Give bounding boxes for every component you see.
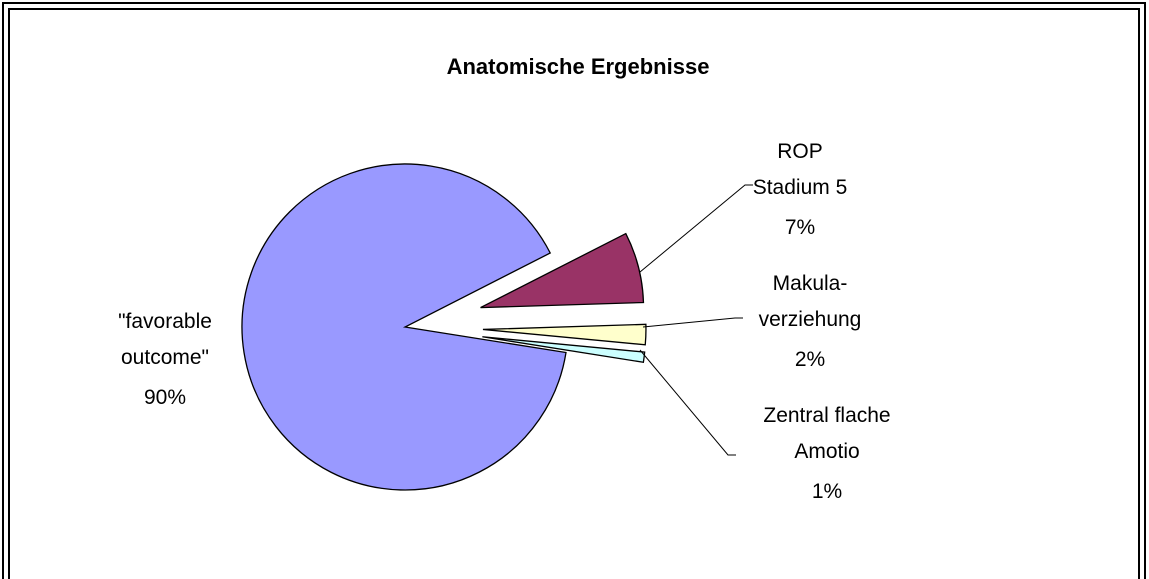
label-line: Amotio xyxy=(794,440,859,463)
slice-label: Makula-verziehung 2% xyxy=(759,272,862,371)
inner-frame xyxy=(8,8,1140,579)
label-line: "favorable xyxy=(118,310,212,333)
pie-slice xyxy=(480,232,645,309)
value-label: 1% xyxy=(812,480,842,503)
slice-label: "favorable outcome" 90% xyxy=(118,310,212,409)
label-line: Zentral flache xyxy=(763,404,890,427)
value-label: 7% xyxy=(785,216,815,239)
slice-label: Zentral flache Amotio 1% xyxy=(763,404,890,503)
value-label: 90% xyxy=(144,386,186,409)
leader-line xyxy=(642,317,743,328)
label-line: outcome" xyxy=(121,346,209,369)
pie-slice xyxy=(482,323,647,346)
leader-line xyxy=(639,349,736,456)
leader-line xyxy=(639,184,753,273)
chart-title: Anatomische Ergebnisse xyxy=(447,54,710,79)
label-line: Makula- xyxy=(773,272,848,295)
value-label: 2% xyxy=(795,348,825,371)
label-line: ROP xyxy=(777,140,823,163)
pie-slice xyxy=(482,336,646,364)
label-line: verziehung xyxy=(759,308,862,331)
label-line: Stadium 5 xyxy=(753,176,848,199)
slice-label: ROP Stadium 5 7% xyxy=(753,140,848,239)
pie-slice xyxy=(241,163,567,491)
